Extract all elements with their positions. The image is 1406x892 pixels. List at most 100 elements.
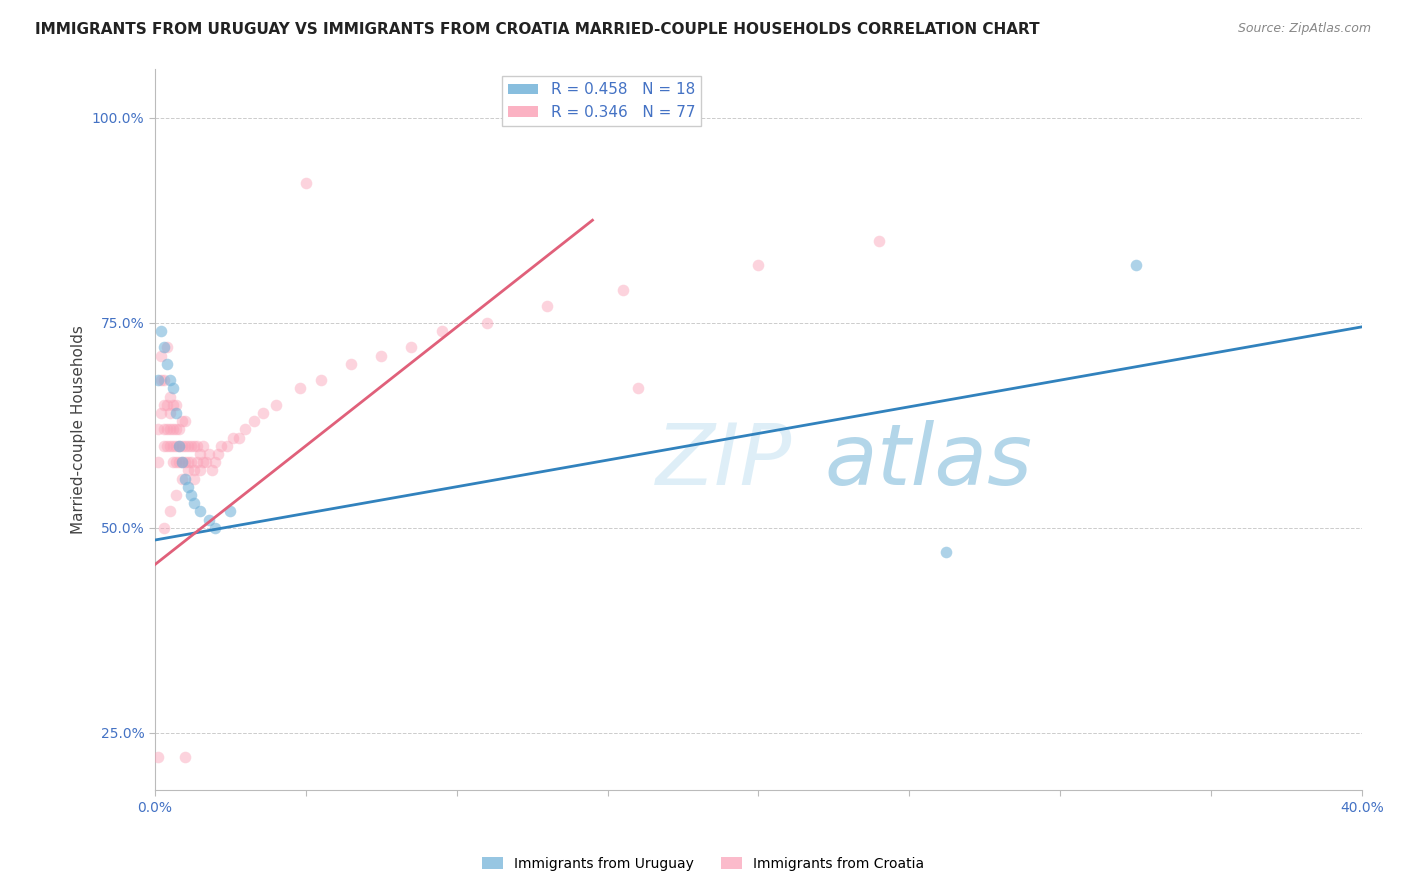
Point bbox=[170, 455, 193, 469]
Point bbox=[156, 398, 179, 412]
Point bbox=[183, 463, 205, 477]
Point bbox=[165, 455, 187, 469]
Point bbox=[159, 422, 181, 436]
Point bbox=[401, 340, 423, 354]
Legend: R = 0.458   N = 18, R = 0.346   N = 77: R = 0.458 N = 18, R = 0.346 N = 77 bbox=[502, 76, 702, 126]
Point bbox=[146, 373, 169, 387]
Point bbox=[174, 455, 197, 469]
Point bbox=[174, 439, 197, 453]
Point bbox=[536, 299, 558, 313]
Point bbox=[159, 406, 181, 420]
Point bbox=[209, 439, 232, 453]
Point bbox=[1125, 258, 1147, 272]
Point bbox=[188, 463, 211, 477]
Point bbox=[149, 349, 172, 363]
Point bbox=[180, 455, 202, 469]
Point bbox=[235, 422, 257, 436]
Point bbox=[228, 431, 250, 445]
Point bbox=[174, 750, 197, 764]
Point bbox=[167, 455, 190, 469]
Point bbox=[180, 488, 202, 502]
Point bbox=[159, 504, 181, 518]
Point bbox=[177, 463, 200, 477]
Point bbox=[180, 439, 202, 453]
Point bbox=[475, 316, 498, 330]
Point bbox=[170, 439, 193, 453]
Point bbox=[149, 324, 172, 338]
Legend: Immigrants from Uruguay, Immigrants from Croatia: Immigrants from Uruguay, Immigrants from… bbox=[477, 851, 929, 876]
Point bbox=[188, 447, 211, 461]
Point bbox=[162, 455, 184, 469]
Point bbox=[156, 357, 179, 371]
Point bbox=[167, 439, 190, 453]
Point bbox=[183, 471, 205, 485]
Point bbox=[309, 373, 332, 387]
Point bbox=[627, 381, 650, 395]
Point bbox=[170, 414, 193, 428]
Point bbox=[201, 463, 224, 477]
Point bbox=[149, 406, 172, 420]
Point bbox=[183, 496, 205, 510]
Point bbox=[162, 381, 184, 395]
Point bbox=[177, 439, 200, 453]
Text: Source: ZipAtlas.com: Source: ZipAtlas.com bbox=[1237, 22, 1371, 36]
Point bbox=[165, 422, 187, 436]
Point bbox=[243, 414, 266, 428]
Point bbox=[177, 480, 200, 494]
Point bbox=[195, 455, 218, 469]
Point bbox=[165, 406, 187, 420]
Point bbox=[153, 373, 176, 387]
Point bbox=[170, 471, 193, 485]
Point bbox=[370, 349, 392, 363]
Point bbox=[222, 431, 245, 445]
Text: IMMIGRANTS FROM URUGUAY VS IMMIGRANTS FROM CROATIA MARRIED-COUPLE HOUSEHOLDS COR: IMMIGRANTS FROM URUGUAY VS IMMIGRANTS FR… bbox=[35, 22, 1040, 37]
Point bbox=[159, 390, 181, 404]
Point bbox=[198, 447, 221, 461]
Point bbox=[162, 439, 184, 453]
Point bbox=[177, 455, 200, 469]
Point bbox=[191, 455, 214, 469]
Point bbox=[264, 398, 287, 412]
Point bbox=[153, 422, 176, 436]
Point bbox=[170, 455, 193, 469]
Point bbox=[165, 488, 187, 502]
Point bbox=[146, 750, 169, 764]
Point bbox=[165, 398, 187, 412]
Point bbox=[612, 283, 634, 297]
Point bbox=[146, 455, 169, 469]
Point bbox=[747, 258, 769, 272]
Point bbox=[186, 439, 208, 453]
Point bbox=[294, 177, 316, 191]
Point bbox=[340, 357, 363, 371]
Point bbox=[868, 234, 890, 248]
Point bbox=[935, 545, 957, 559]
Point bbox=[162, 398, 184, 412]
Point bbox=[204, 521, 226, 535]
Point bbox=[156, 439, 179, 453]
Point bbox=[174, 414, 197, 428]
Point bbox=[167, 439, 190, 453]
Point bbox=[188, 504, 211, 518]
Point bbox=[153, 398, 176, 412]
Point bbox=[207, 447, 229, 461]
Point bbox=[153, 340, 176, 354]
Point bbox=[156, 422, 179, 436]
Point bbox=[252, 406, 274, 420]
Point bbox=[430, 324, 453, 338]
Point bbox=[153, 439, 176, 453]
Point bbox=[186, 455, 208, 469]
Point bbox=[183, 439, 205, 453]
Point bbox=[219, 504, 242, 518]
Point bbox=[174, 471, 197, 485]
Point bbox=[198, 512, 221, 526]
Point bbox=[204, 455, 226, 469]
Point bbox=[159, 439, 181, 453]
Text: ZIP: ZIP bbox=[655, 420, 792, 503]
Point bbox=[191, 439, 214, 453]
Point bbox=[167, 422, 190, 436]
Point bbox=[153, 521, 176, 535]
Point bbox=[149, 373, 172, 387]
Point bbox=[162, 422, 184, 436]
Text: atlas: atlas bbox=[825, 420, 1033, 503]
Point bbox=[217, 439, 239, 453]
